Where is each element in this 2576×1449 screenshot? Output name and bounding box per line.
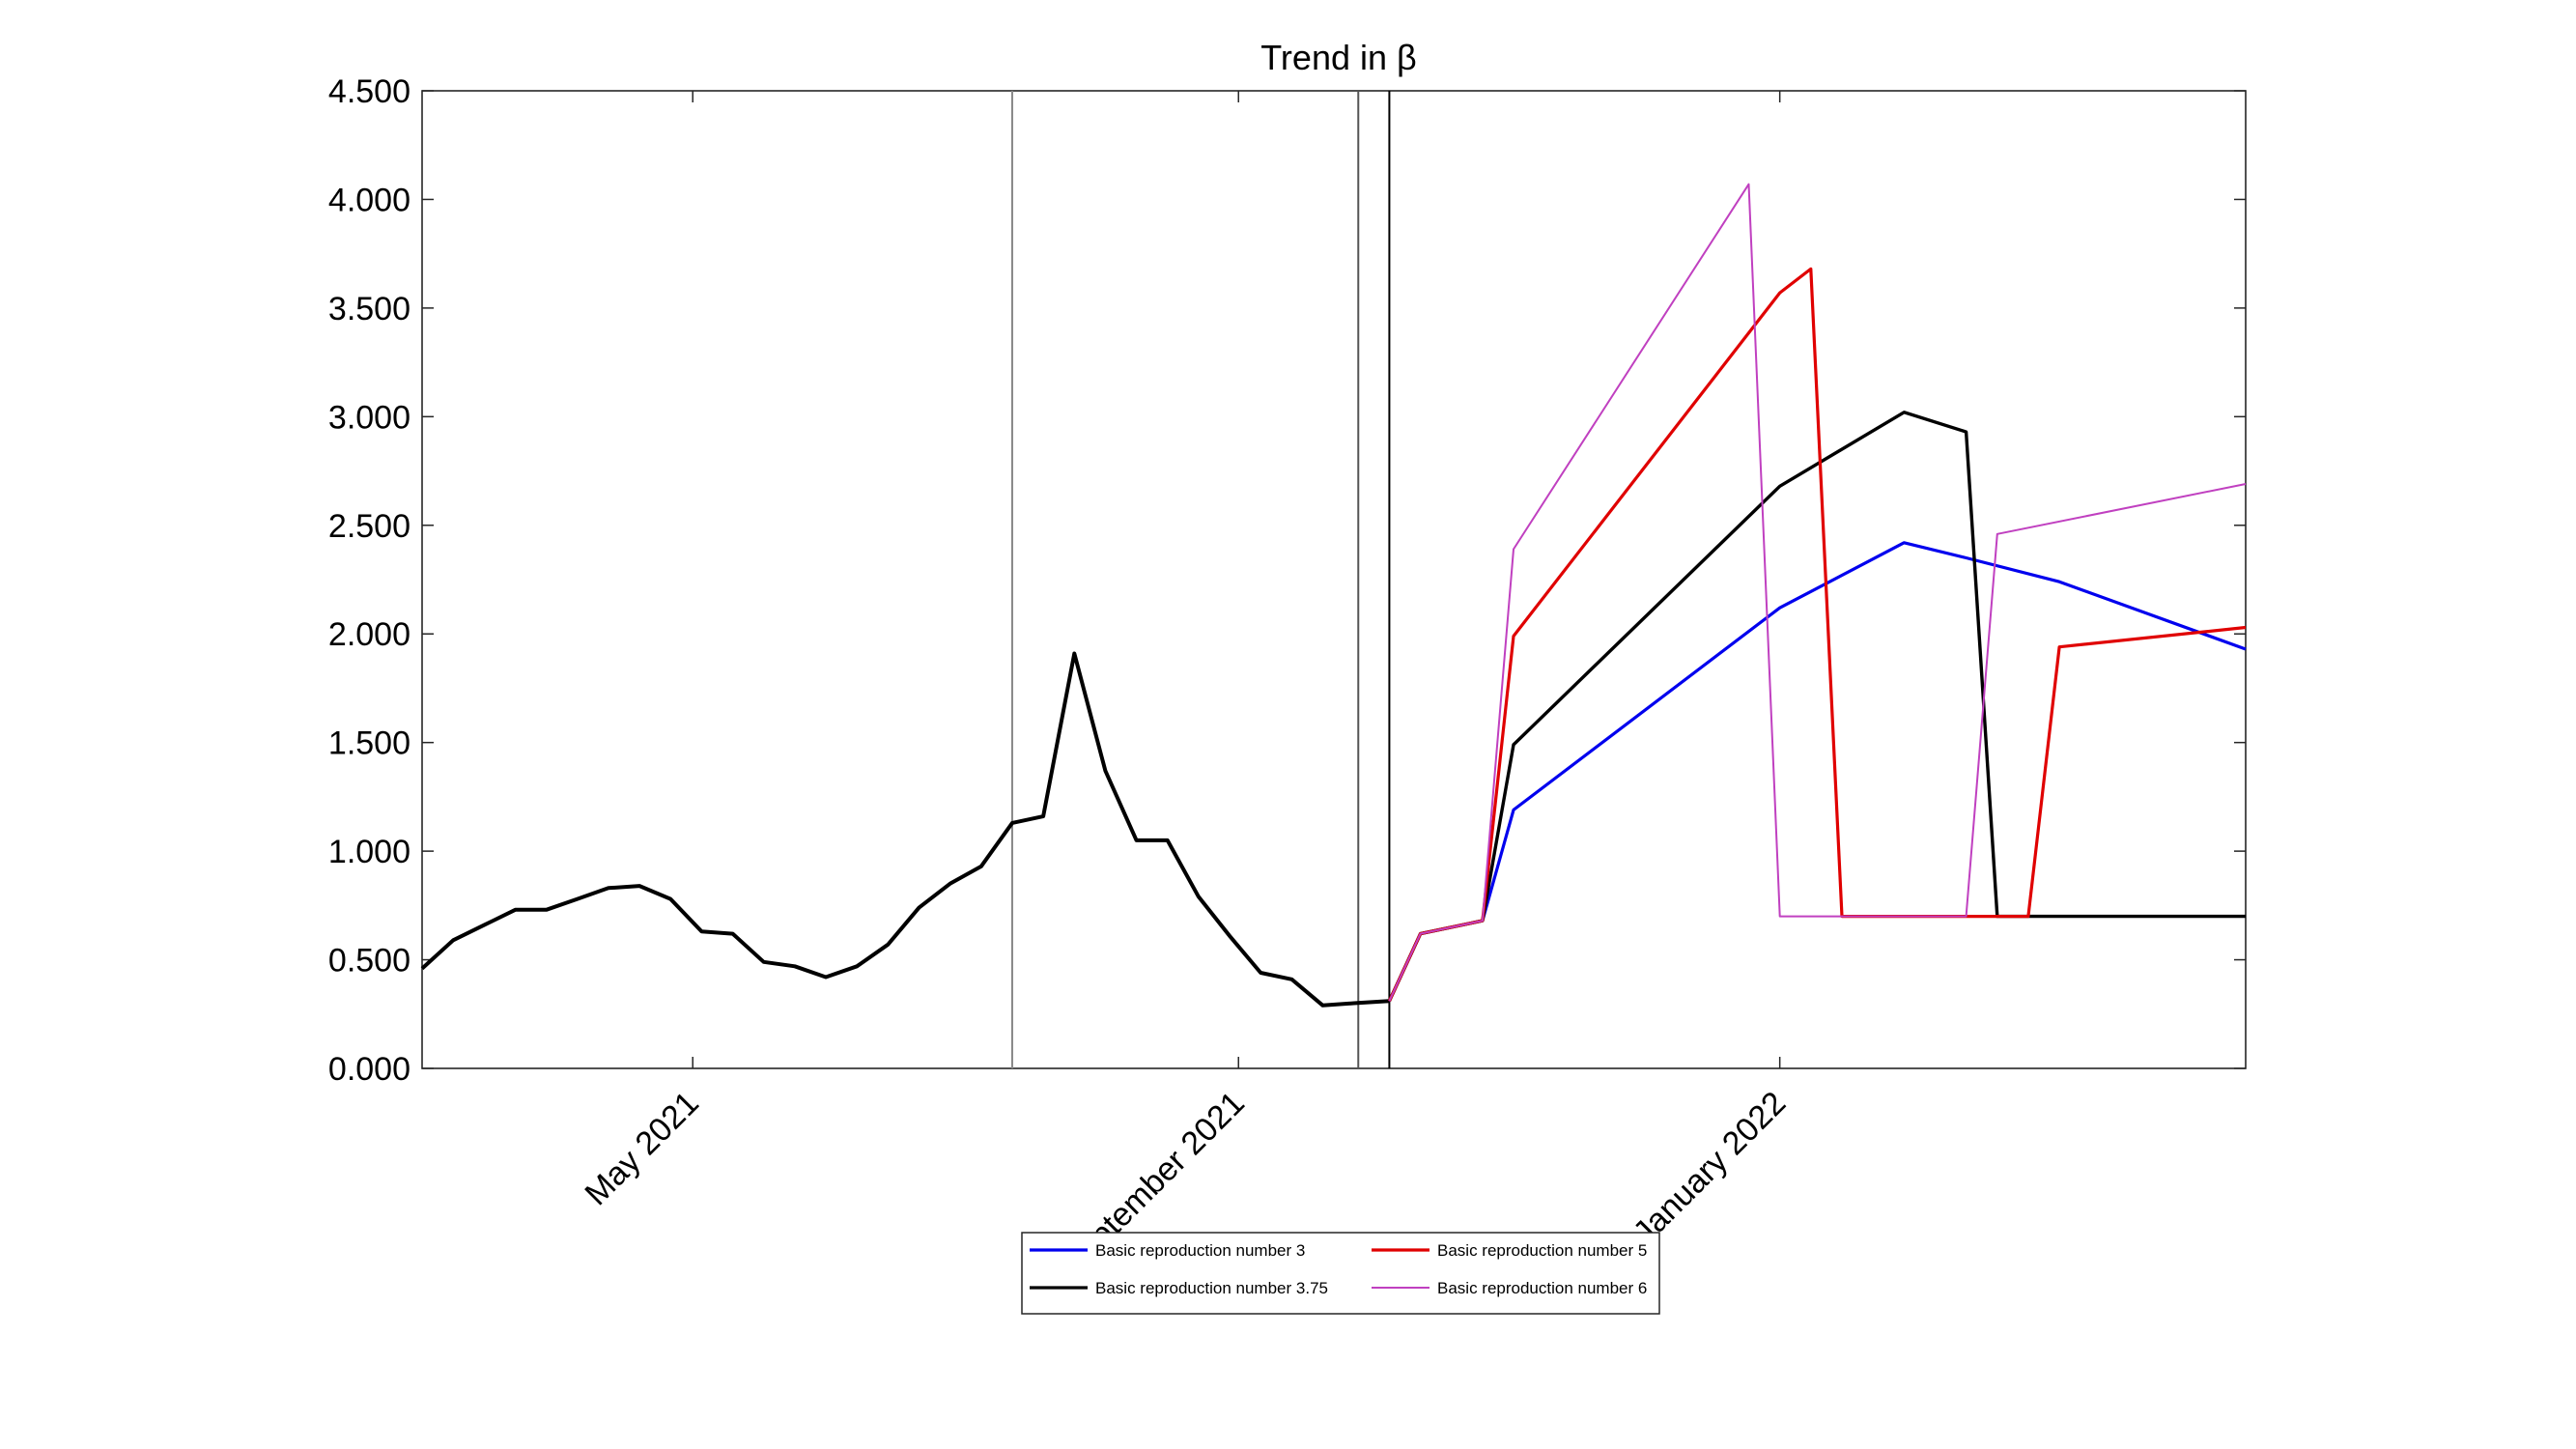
plot-area: 0.000 0.500 1.000 1.500 2.000 2.500 3.000 3.500… [328,73,2247,1282]
y-tick-label: 4.500 [328,73,410,110]
y-tick-label: 1.000 [328,834,410,870]
historical-series-line [420,651,1390,1008]
y-tick-label: 1.500 [328,725,410,762]
series-line-3 [1387,267,2247,1002]
x-tick-label: May 2021 [578,1085,705,1212]
legend-item-label: Basic reproduction number 3 [1095,1241,1305,1260]
y-tick-label: 0.500 [328,943,410,980]
chart-title: Trend in β [1260,38,1416,77]
y-tick-label: 0.000 [328,1051,410,1088]
series-line-2 [1387,411,2246,1003]
legend: Basic reproduction number 3 Basic reprodu… [1021,1232,1660,1315]
y-tick-label: 3.500 [328,291,410,327]
series-line-1 [1387,541,2247,1002]
legend-item-label: Basic reproduction number 3.75 [1095,1279,1328,1297]
plot-frame [421,90,2247,1069]
legend-item-label: Basic reproduction number 6 [1437,1279,1647,1297]
y-tick-label: 4.000 [328,182,410,218]
series-line-4 [1388,183,2247,1002]
y-tick-label: 2.000 [328,616,410,653]
y-tick-label: 2.500 [328,508,410,545]
x-tick-label: January 2022 [1627,1085,1794,1252]
legend-item-label: Basic reproduction number 5 [1437,1241,1647,1260]
y-tick-label: 3.000 [328,399,410,436]
legend-box [1021,1232,1660,1315]
